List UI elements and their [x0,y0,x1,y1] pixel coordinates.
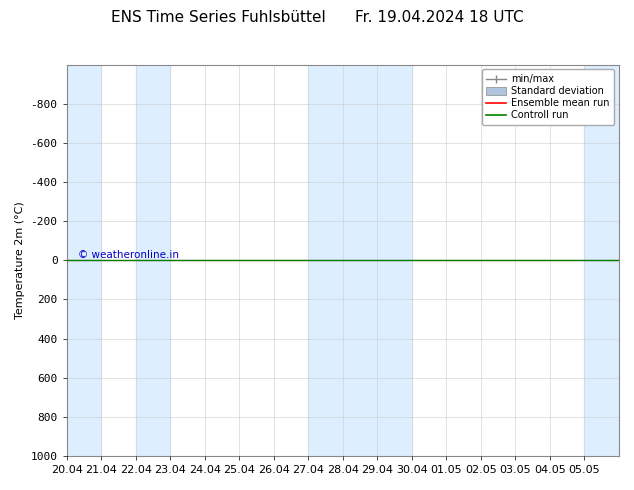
Y-axis label: Temperature 2m (°C): Temperature 2m (°C) [15,201,25,319]
Bar [308,65,412,456]
Bar [585,65,619,456]
Bar [136,65,170,456]
Text: © weatheronline.in: © weatheronline.in [77,250,179,260]
Text: ENS Time Series Fuhlsbüttel      Fr. 19.04.2024 18 UTC: ENS Time Series Fuhlsbüttel Fr. 19.04.20… [111,10,523,25]
Bar [67,65,101,456]
Legend: min/max, Standard deviation, Ensemble mean run, Controll run: min/max, Standard deviation, Ensemble me… [482,70,614,125]
